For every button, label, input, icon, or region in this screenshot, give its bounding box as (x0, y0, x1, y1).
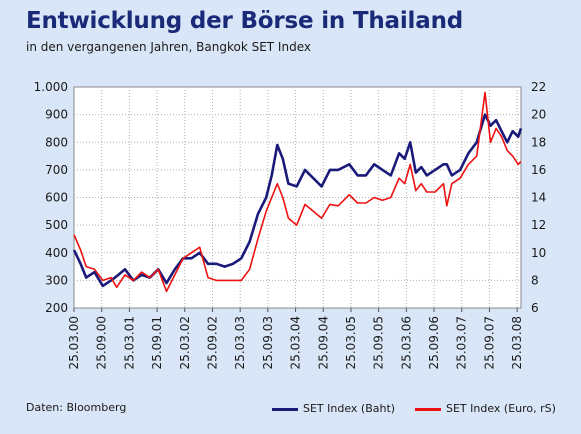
y-tick-right: 14 (531, 191, 546, 205)
x-tick-label: 25.03.06 (399, 316, 413, 369)
y-tick-left: 800 (45, 135, 68, 149)
y-tick-left: 500 (45, 218, 68, 232)
y-tick-left: 600 (45, 191, 68, 205)
y-tick-left: 200 (45, 301, 68, 315)
y-tick-left: 900 (45, 108, 68, 122)
y-tick-left: 1.000 (34, 80, 68, 94)
x-tick-label: 25.09.06 (427, 316, 441, 369)
y-tick-left: 300 (45, 273, 68, 287)
y-tick-left: 700 (45, 163, 68, 177)
y-tick-left: 400 (45, 246, 68, 260)
x-tick-label: 25.09.01 (150, 316, 164, 369)
chart-title: Entwicklung der Börse in Thailand (26, 8, 464, 34)
y-tick-right: 12 (531, 218, 546, 232)
y-tick-right: 20 (531, 108, 546, 122)
legend-item-baht: SET Index (Baht) (272, 402, 395, 415)
x-tick-label: 25.09.03 (261, 316, 275, 369)
x-tick-label: 25.03.05 (344, 316, 358, 369)
x-tick-label: 25.03.03 (233, 316, 247, 369)
x-tick-label: 25.09.07 (482, 316, 496, 369)
y-tick-right: 16 (531, 163, 546, 177)
y-tick-right: 8 (531, 273, 539, 287)
y-tick-right: 18 (531, 135, 546, 149)
y-tick-right: 6 (531, 301, 539, 315)
chart-subtitle: in den vergangenen Jahren, Bangkok SET I… (26, 40, 311, 54)
x-tick-label: 25.03.08 (510, 316, 524, 369)
source-note: Daten: Bloomberg (26, 401, 127, 414)
x-tick-label: 25.03.00 (67, 316, 81, 369)
legend-label-euro: SET Index (Euro, rS) (446, 402, 556, 415)
x-tick-label: 25.09.00 (95, 316, 109, 369)
x-tick-label: 25.03.02 (178, 316, 192, 369)
y-tick-right: 22 (531, 80, 546, 94)
x-tick-label: 25.09.04 (316, 316, 330, 369)
legend-swatch-euro (415, 407, 441, 411)
x-tick-label: 25.09.05 (372, 316, 386, 369)
legend-item-euro: SET Index (Euro, rS) (415, 402, 556, 415)
x-tick-label: 25.03.01 (122, 316, 136, 369)
legend-label-baht: SET Index (Baht) (303, 402, 396, 415)
legend-swatch-baht (272, 407, 298, 411)
y-tick-right: 10 (531, 246, 546, 260)
x-tick-label: 25.09.02 (205, 316, 219, 369)
x-tick-label: 25.03.04 (289, 316, 303, 369)
x-tick-label: 25.03.07 (455, 316, 469, 369)
series-line-euro (73, 91, 522, 293)
